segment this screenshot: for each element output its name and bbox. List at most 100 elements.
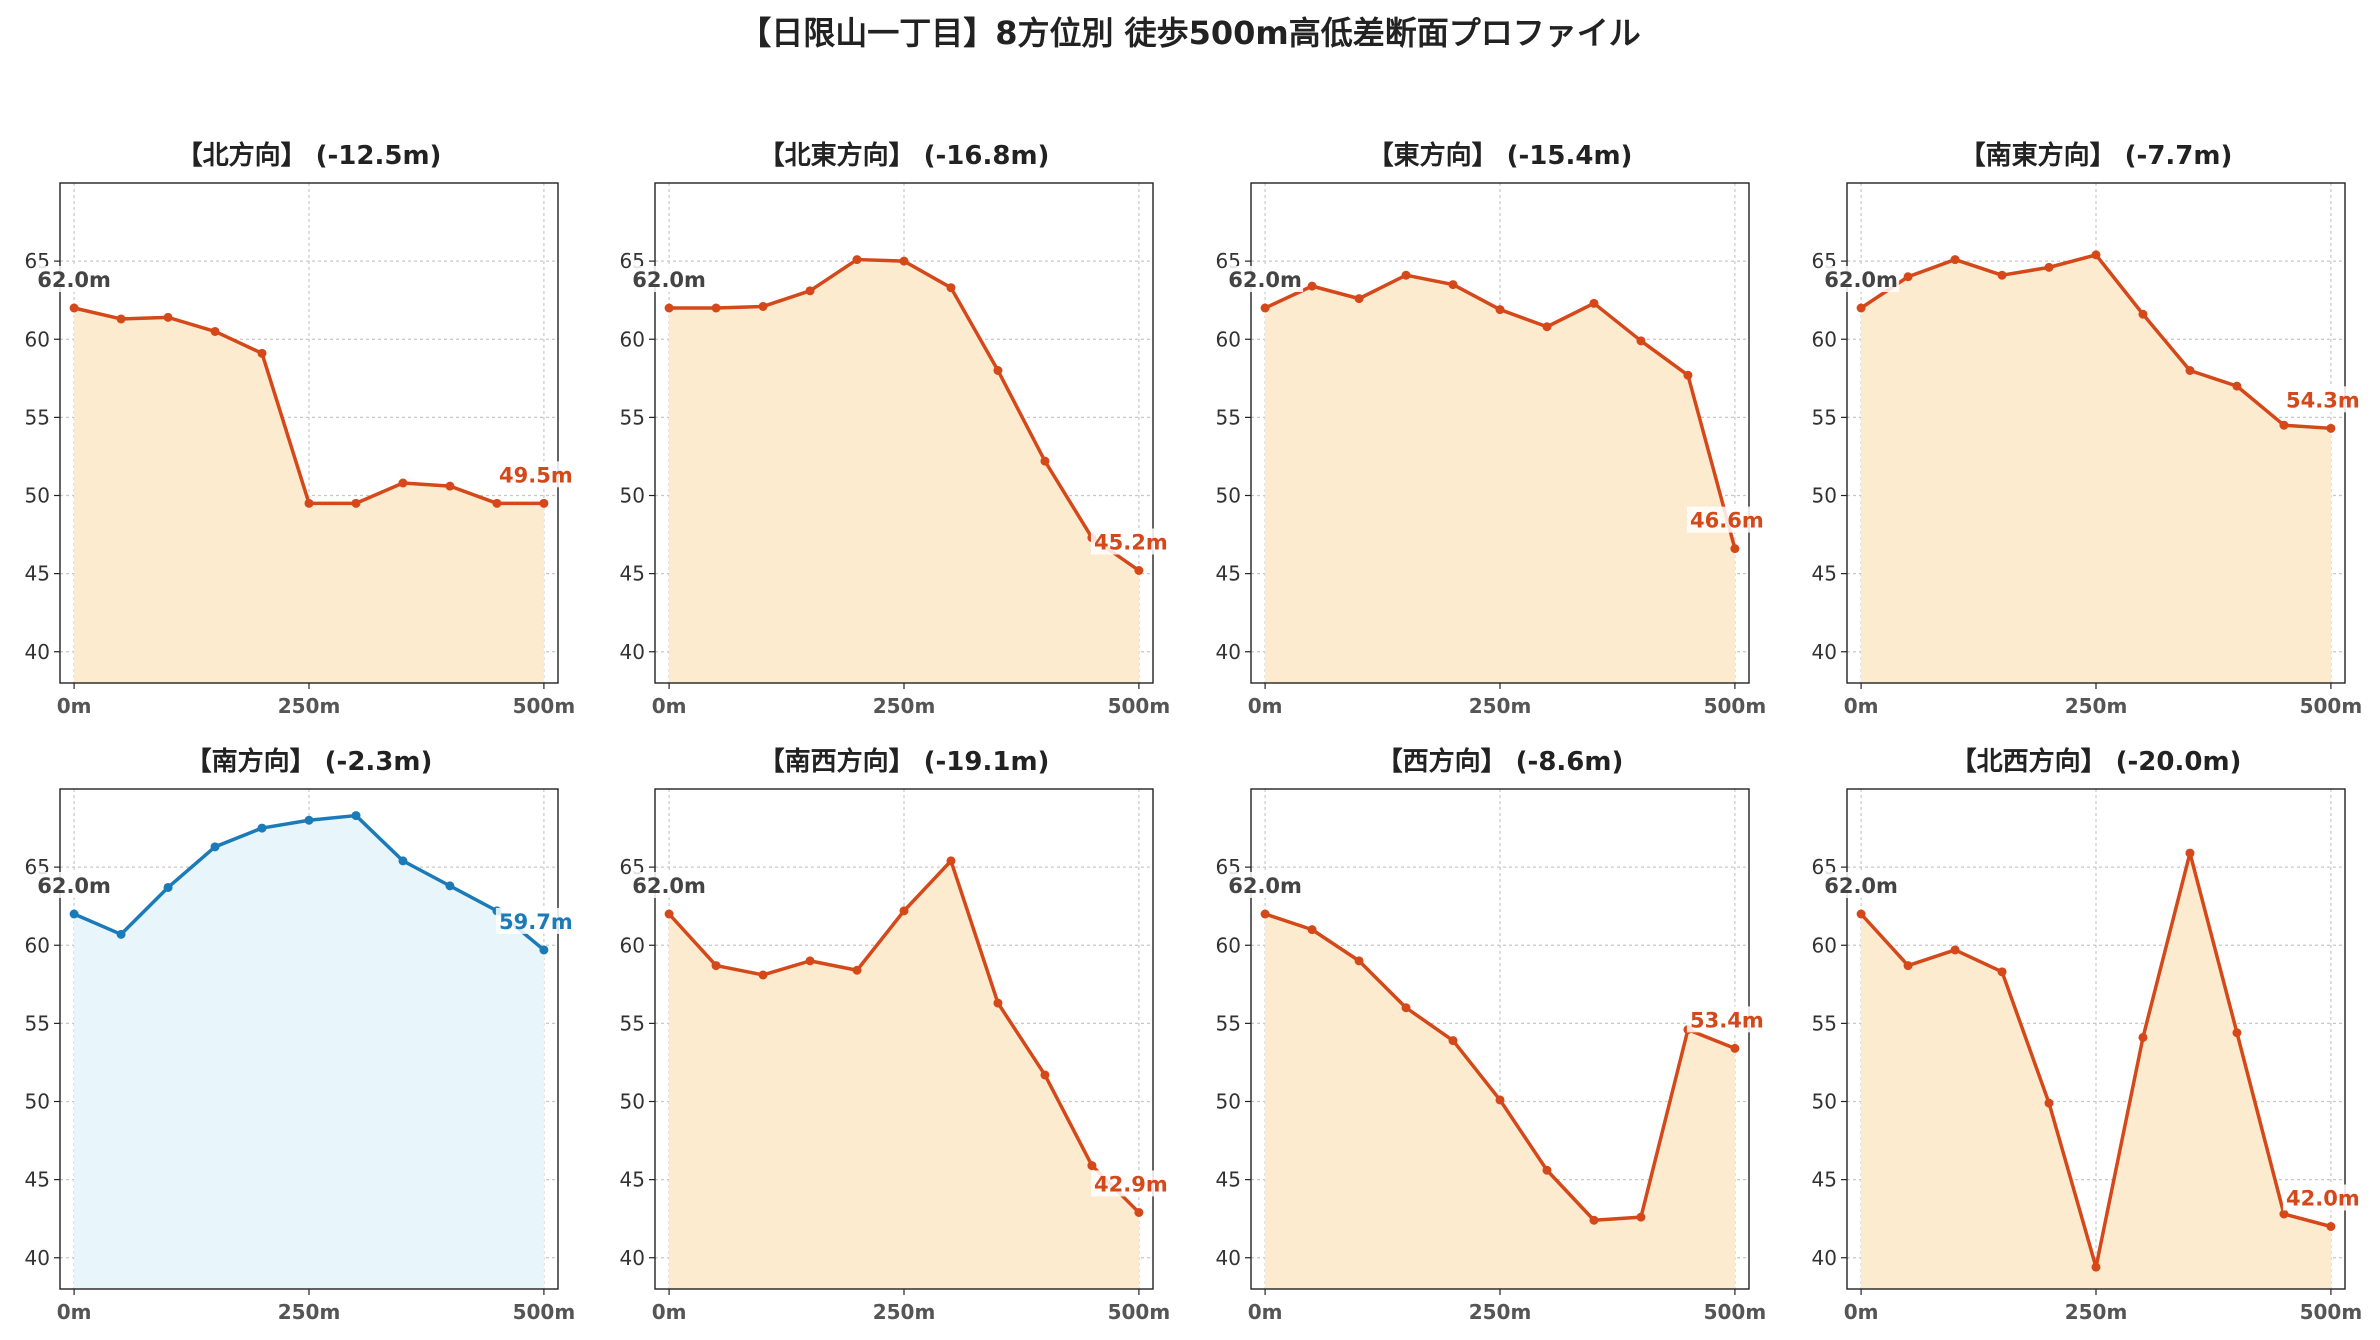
x-tick-label: 0m	[57, 694, 92, 718]
panel-title: 【南方向】 (-2.3m)	[186, 746, 433, 777]
end-elevation-label: 54.3m	[2286, 388, 2360, 412]
y-tick-label: 55	[1216, 405, 1241, 429]
y-tick-label: 55	[25, 1011, 50, 1035]
y-tick-label: 60	[1812, 327, 1837, 351]
end-elevation-label: 49.5m	[499, 463, 573, 487]
y-tick-label: 40	[1812, 640, 1837, 664]
data-point	[805, 286, 815, 296]
data-point	[711, 961, 721, 971]
data-point	[711, 303, 721, 313]
x-tick-label: 250m	[278, 1300, 341, 1324]
y-tick-label: 45	[1812, 1168, 1837, 1192]
x-tick-label: 0m	[1248, 694, 1283, 718]
x-tick-label: 500m	[2300, 1300, 2363, 1324]
y-tick-label: 55	[620, 1011, 645, 1035]
x-tick-label: 250m	[873, 1300, 936, 1324]
y-tick-label: 45	[25, 1168, 50, 1192]
x-tick-label: 0m	[1844, 1300, 1879, 1324]
data-point	[805, 956, 815, 966]
data-point	[946, 283, 956, 293]
x-tick-label: 0m	[652, 694, 687, 718]
data-point	[69, 909, 79, 919]
data-point	[993, 366, 1003, 375]
data-point	[2232, 381, 2242, 391]
x-tick-label: 0m	[652, 1300, 687, 1324]
data-point	[1307, 281, 1317, 291]
area-fill	[1265, 275, 1735, 683]
x-tick-label: 0m	[1844, 694, 1879, 718]
start-elevation-label: 62.0m	[632, 268, 706, 292]
data-point	[1040, 1070, 1050, 1080]
x-tick-label: 500m	[1704, 1300, 1767, 1324]
x-tick-label: 250m	[1469, 1300, 1532, 1324]
data-point	[304, 815, 314, 825]
y-tick-label: 40	[25, 1246, 50, 1270]
data-point	[69, 303, 79, 313]
data-point	[1448, 1036, 1458, 1046]
data-point	[2279, 420, 2289, 430]
y-tick-label: 55	[620, 405, 645, 429]
x-tick-label: 250m	[2065, 694, 2128, 718]
x-tick-label: 0m	[57, 1300, 92, 1324]
data-point	[163, 882, 173, 892]
data-point	[1856, 303, 1866, 313]
data-point	[1307, 925, 1317, 935]
data-point	[445, 481, 455, 491]
data-point	[445, 881, 455, 891]
y-tick-label: 50	[1812, 1090, 1837, 1114]
data-point	[351, 498, 361, 508]
y-tick-label: 50	[1216, 484, 1241, 508]
start-label-bg	[631, 266, 708, 292]
data-point	[2279, 1209, 2289, 1219]
start-elevation-label: 62.0m	[1228, 268, 1302, 292]
data-point	[664, 303, 674, 313]
data-point	[351, 811, 361, 821]
data-point	[1354, 294, 1364, 304]
data-point	[1260, 909, 1270, 919]
start-elevation-label: 62.0m	[37, 874, 111, 898]
data-point	[539, 498, 549, 508]
start-label-bg	[1227, 266, 1304, 292]
start-label-bg	[36, 266, 113, 292]
data-point	[1950, 945, 1960, 955]
data-point	[946, 856, 956, 866]
data-point	[1260, 303, 1270, 313]
y-tick-label: 60	[25, 933, 50, 957]
data-point	[2185, 848, 2195, 858]
data-point	[1730, 1043, 1740, 1053]
x-tick-label: 250m	[2065, 1300, 2128, 1324]
data-point	[539, 945, 549, 955]
end-elevation-label: 46.6m	[1690, 509, 1764, 533]
data-point	[1401, 1003, 1411, 1013]
data-point	[1087, 1161, 1097, 1171]
y-tick-label: 45	[1216, 562, 1241, 586]
x-tick-label: 500m	[513, 694, 576, 718]
end-label-bg	[495, 907, 576, 934]
end-elevation-label: 59.7m	[499, 910, 573, 934]
x-tick-label: 500m	[1704, 694, 1767, 718]
data-point	[1636, 1212, 1646, 1222]
y-tick-label: 45	[1812, 562, 1837, 586]
start-label-bg	[1227, 872, 1304, 898]
x-tick-label: 0m	[1248, 1300, 1283, 1324]
y-tick-label: 55	[1812, 405, 1837, 429]
end-label-bg	[1090, 1170, 1171, 1197]
data-point	[116, 929, 126, 939]
data-point	[2232, 1028, 2242, 1038]
data-point	[304, 498, 314, 508]
data-point	[398, 478, 408, 488]
y-tick-label: 50	[620, 484, 645, 508]
x-tick-label: 500m	[1108, 694, 1171, 718]
y-tick-label: 45	[1216, 1168, 1241, 1192]
data-point	[1589, 1215, 1599, 1225]
data-point	[758, 301, 768, 311]
end-label-bg	[2282, 386, 2363, 413]
data-point	[899, 906, 909, 916]
data-point	[1636, 336, 1646, 346]
data-point	[2326, 1222, 2336, 1231]
y-tick-label: 40	[620, 640, 645, 664]
data-point	[1448, 280, 1458, 290]
